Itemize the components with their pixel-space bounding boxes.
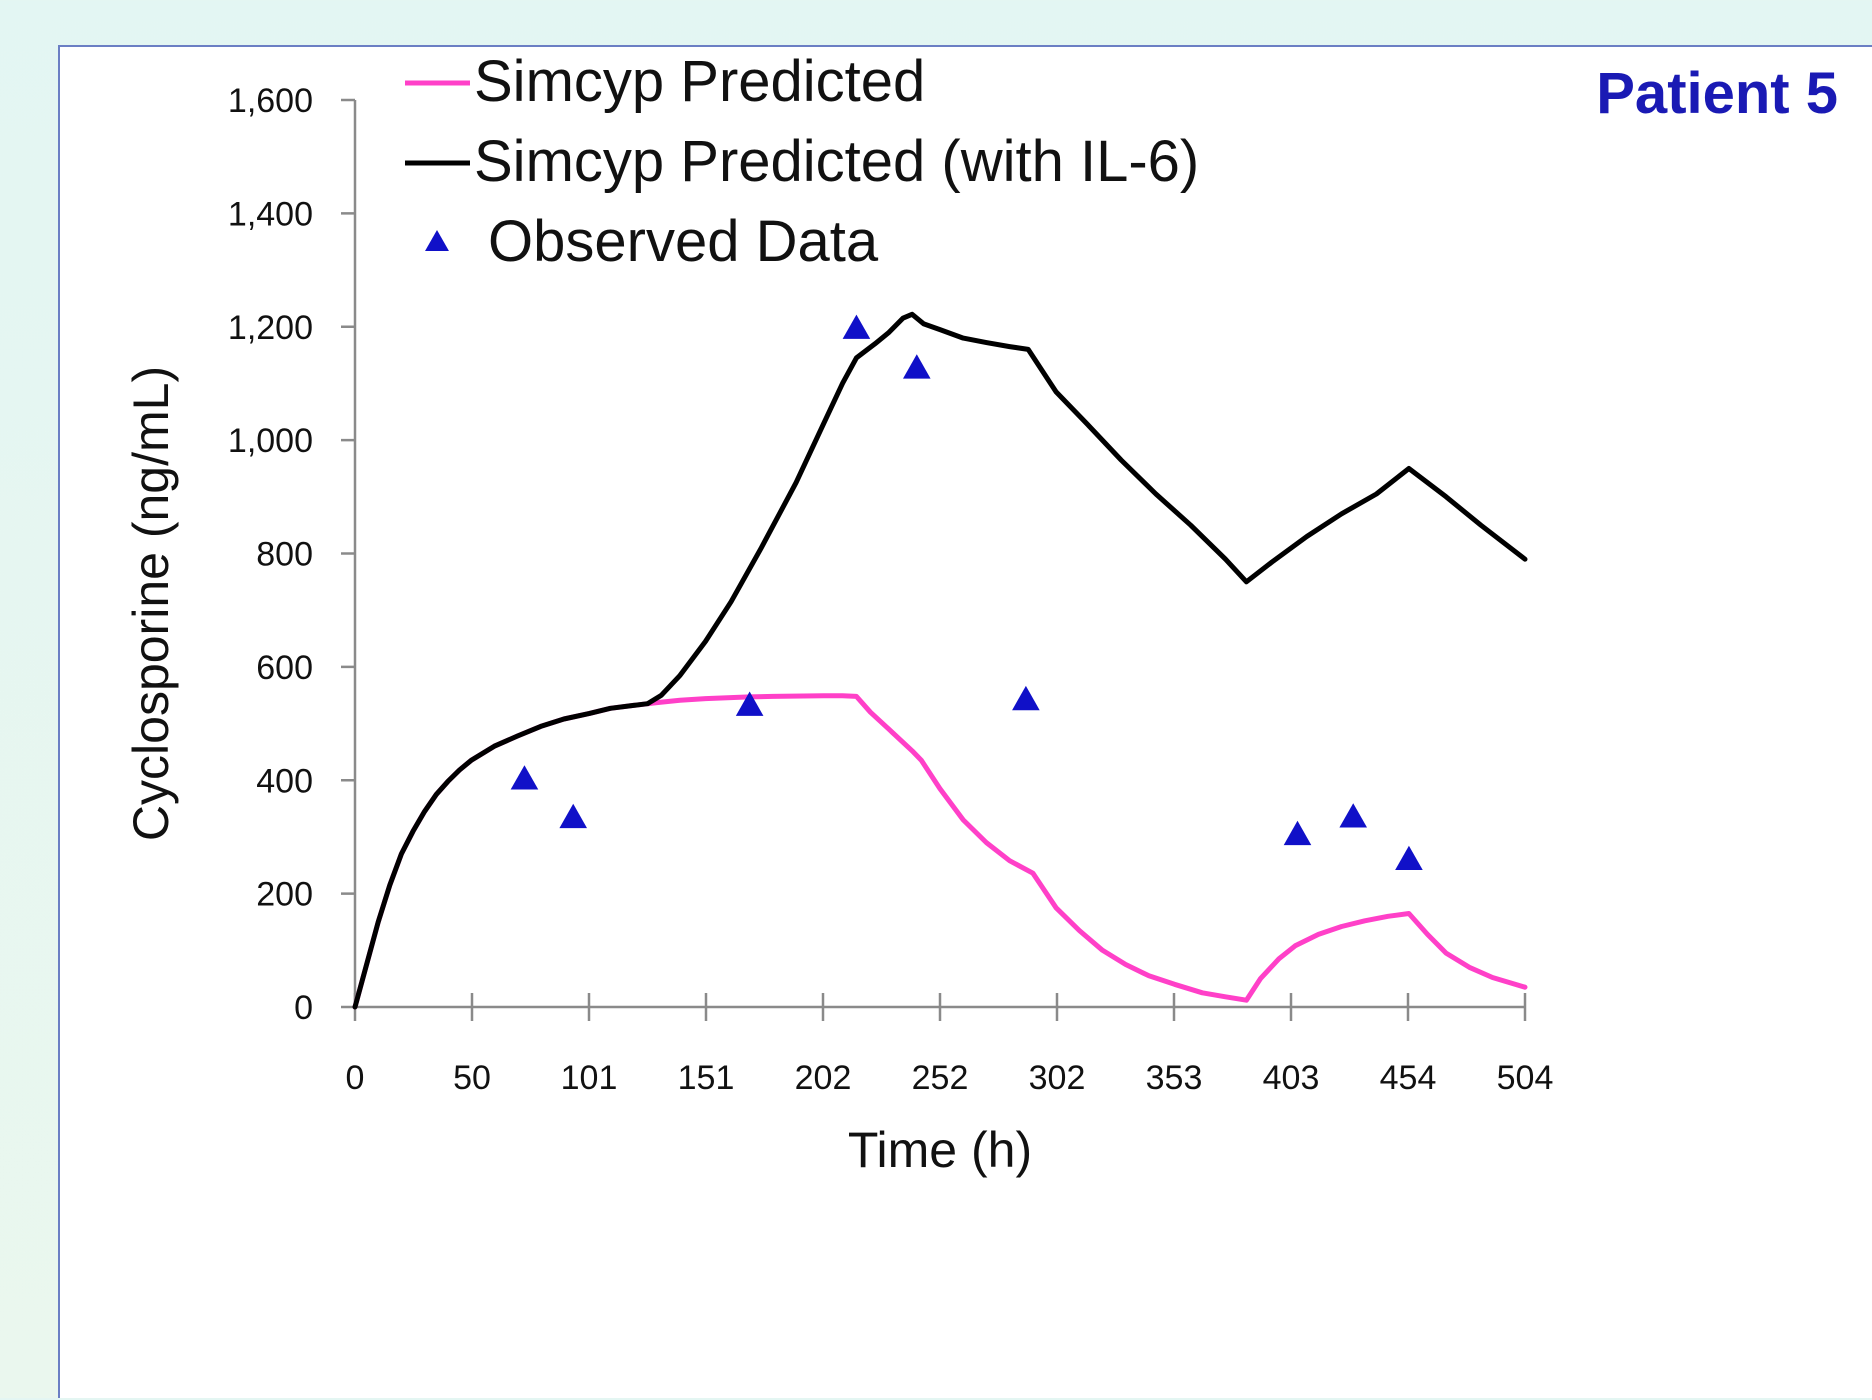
y-tick-label: 400 bbox=[256, 762, 313, 800]
y-tick-label: 200 bbox=[256, 876, 313, 914]
x-tick-label: 202 bbox=[795, 1059, 852, 1097]
legend: Simcyp Predicted Simcyp Predicted (with I… bbox=[405, 49, 1199, 274]
y-tick-label: 1,600 bbox=[228, 82, 313, 120]
y-axis-title: Cyclosporine (ng/mL) bbox=[123, 366, 179, 841]
y-tick-label: 600 bbox=[256, 649, 313, 687]
observed-point bbox=[902, 354, 931, 379]
legend-entry-0: Simcyp Predicted bbox=[405, 49, 925, 114]
observed-point bbox=[1339, 803, 1368, 828]
y-tick-label: 1,400 bbox=[228, 195, 313, 233]
x-tick-label: 101 bbox=[561, 1059, 618, 1097]
observed-point bbox=[1395, 845, 1423, 871]
legend-entry-1: Simcyp Predicted (with IL-6) bbox=[405, 129, 1199, 194]
x-tick-label: 353 bbox=[1146, 1059, 1203, 1097]
axes: 0 200 400 600 800 1,000 1,200 1,400 1,600 0 50 101 1… bbox=[123, 82, 1553, 1178]
observed-point bbox=[559, 803, 588, 829]
chart-frame: 0 200 400 600 800 1,000 1,200 1,400 1,600 0 50 101 1… bbox=[58, 45, 1872, 1398]
y-tick-label: 1,000 bbox=[228, 422, 313, 460]
x-tick-label: 0 bbox=[346, 1059, 365, 1097]
x-tick-label: 151 bbox=[678, 1059, 735, 1097]
chart-annotation: Patient 5 bbox=[1596, 61, 1838, 126]
observed-point bbox=[1012, 685, 1040, 711]
legend-entry-2: Observed Data bbox=[425, 209, 879, 274]
legend-label: Observed Data bbox=[488, 209, 879, 274]
y-tick-label: 800 bbox=[256, 536, 313, 574]
observed-point bbox=[735, 691, 764, 716]
observed-point bbox=[510, 765, 539, 790]
x-tick-label: 454 bbox=[1380, 1059, 1437, 1097]
y-tick-label: 0 bbox=[294, 989, 313, 1027]
y-tick-label: 1,200 bbox=[228, 309, 313, 347]
x-tick-label: 50 bbox=[453, 1059, 491, 1097]
series-layer bbox=[352, 311, 1528, 1010]
observed-point bbox=[842, 314, 871, 339]
x-tick-label: 252 bbox=[912, 1059, 969, 1097]
x-tick-label: 403 bbox=[1263, 1059, 1320, 1097]
observed-point bbox=[1283, 820, 1312, 846]
chart-svg: 0 200 400 600 800 1,000 1,200 1,400 1,600 0 50 101 1… bbox=[123, 49, 1838, 1178]
x-axis-title: Time (h) bbox=[848, 1122, 1032, 1178]
series-line-1 bbox=[352, 311, 1528, 1010]
legend-label: Simcyp Predicted bbox=[474, 49, 925, 114]
legend-label: Simcyp Predicted (with IL-6) bbox=[474, 129, 1199, 194]
x-tick-label: 302 bbox=[1029, 1059, 1086, 1097]
x-tick-label: 504 bbox=[1497, 1059, 1554, 1097]
series-line-0 bbox=[352, 693, 1528, 1010]
legend-swatch bbox=[425, 230, 449, 252]
